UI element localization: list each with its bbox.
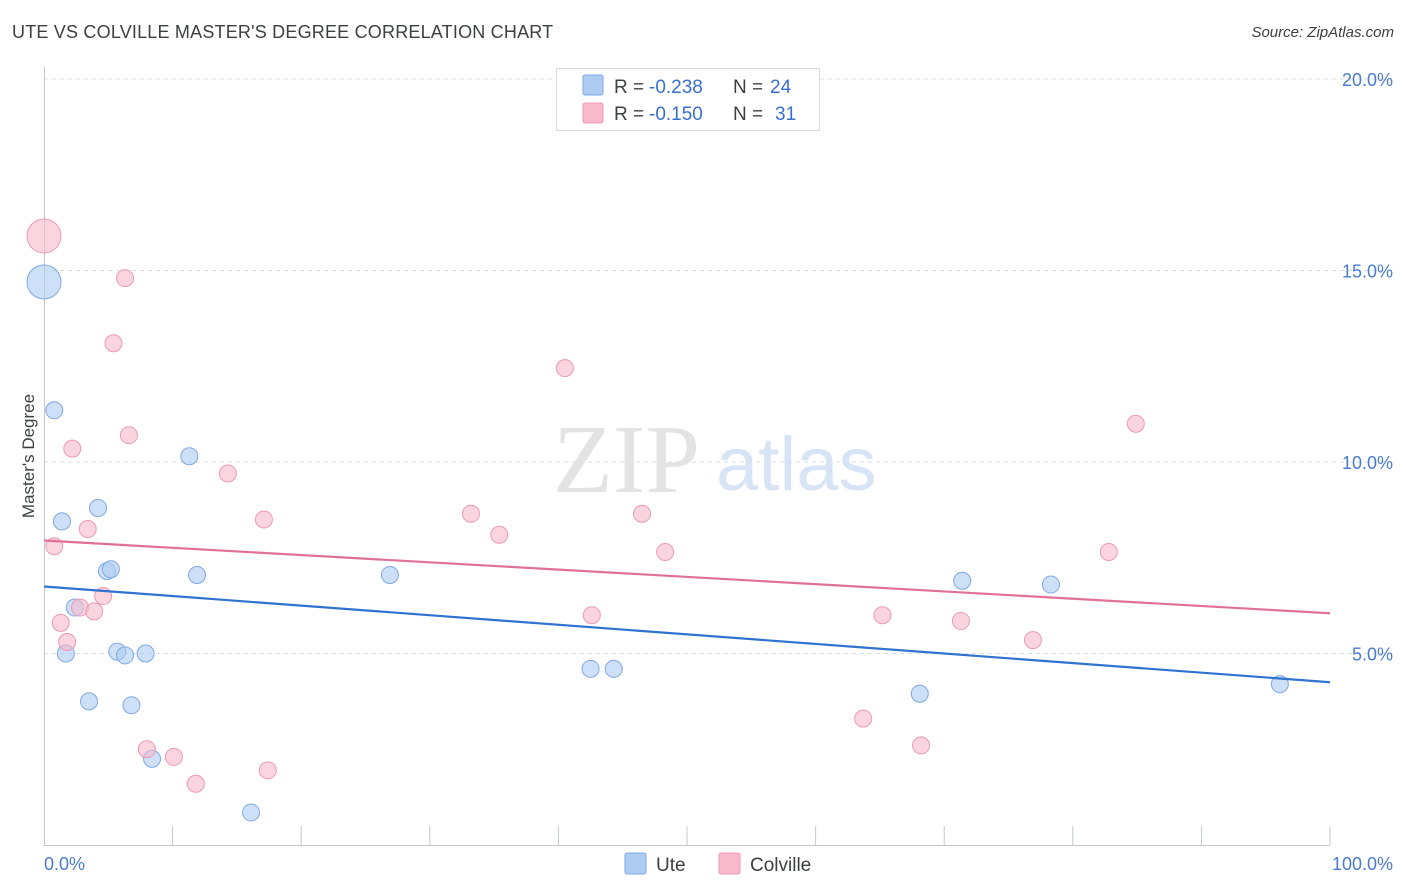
colville-point [51,613,70,632]
ute-point [136,644,155,663]
colville-point [258,761,277,780]
ute-point [1041,575,1060,594]
colville-point [78,520,97,539]
colville-point [912,736,931,755]
colville-point [656,543,675,562]
colville-points [26,218,1145,793]
ute-point [180,447,199,466]
colville-series-swatch [718,852,741,875]
chart-title: UTE VS COLVILLE MASTER'S DEGREE CORRELAT… [12,22,554,42]
colville-point [58,633,77,652]
y-tick-label: 5.0% [1352,645,1393,665]
ute-point [45,401,64,420]
colville-point [254,510,273,529]
colville-point [1023,631,1042,650]
colville-series-label: Colville [750,855,811,876]
ute-point [188,565,207,584]
ute-point [26,264,62,300]
colville-point [632,504,651,523]
colville-point [116,269,135,288]
ute-point [953,571,972,590]
colville-point [490,525,509,544]
ute-point [380,565,399,584]
colville-point [951,611,970,630]
ute-point [604,659,623,678]
ute-series-swatch [624,852,647,875]
y-tick-labels: 5.0% 10.0% 15.0% 20.0% [1342,70,1393,665]
x-tick-label-min: 0.0% [44,854,85,874]
colville-n-value: 31 [775,104,796,125]
colville-point [854,709,873,728]
colville-r-label: R = [614,104,644,125]
colville-legend-swatch [582,102,604,124]
series-legend: Ute Colville [624,852,811,876]
ute-point [122,696,141,715]
watermark: ZIP atlas [553,406,877,514]
stats-legend: R = -0.238 N = 24 R = -0.150 N = 31 [556,68,820,131]
colville-point [104,334,123,353]
ute-legend-swatch [582,74,604,96]
colville-point [461,504,480,523]
ute-point [116,646,135,665]
y-tick-label: 10.0% [1342,453,1393,473]
colville-point [582,606,601,625]
ute-r-label: R = [614,77,644,98]
colville-point [1126,414,1145,433]
colville-point [1099,543,1118,562]
x-tick-label-max: 100.0% [1332,854,1393,874]
colville-point [119,426,138,445]
x-axis-ticks [172,826,1331,845]
ute-n-value: 24 [770,77,792,98]
colville-point [85,602,104,621]
ute-r-value: -0.238 [649,77,703,98]
ute-point [910,684,929,703]
ute-point [53,512,72,531]
grid-lines [44,78,1393,654]
y-tick-label: 15.0% [1342,262,1393,282]
colville-point [218,464,237,483]
colville-point [873,606,892,625]
colville-trend-line [43,539,1331,615]
source-label: Source: ZipAtlas.com [1251,24,1394,41]
y-axis-title: Master's Degree [19,394,38,518]
ute-series-label: Ute [656,855,686,876]
colville-n-label: N = [733,104,763,125]
ute-point [242,803,261,822]
colville-point [63,439,82,458]
ute-n-label: N = [733,77,763,98]
watermark-atlas: atlas [716,422,877,507]
ute-point [89,498,108,517]
colville-point [555,359,574,378]
colville-point [186,774,205,793]
colville-point [137,740,156,759]
y-tick-label: 20.0% [1342,70,1393,90]
colville-point [26,218,62,254]
colville-point [164,747,183,766]
ute-point [80,692,99,711]
colville-r-value: -0.150 [649,104,703,125]
ute-point [581,659,600,678]
ute-point [101,560,120,579]
watermark-zip: ZIP [553,406,700,514]
ute-points [26,264,1289,822]
ute-trend-line [43,585,1331,684]
